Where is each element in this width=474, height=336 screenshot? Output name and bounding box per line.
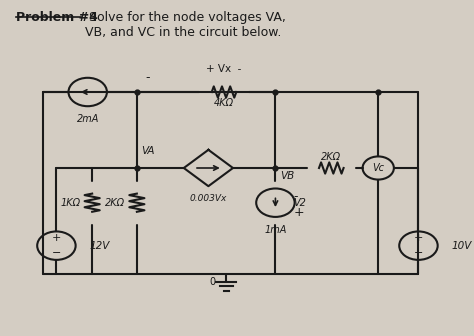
- Text: Solve for the node voltages VA,
VB, and VC in the circuit below.: Solve for the node voltages VA, VB, and …: [85, 11, 286, 39]
- Text: 10V: 10V: [451, 241, 472, 251]
- Text: 0: 0: [209, 277, 215, 287]
- Text: Problem #4: Problem #4: [16, 11, 98, 24]
- Text: +: +: [414, 234, 423, 243]
- Text: V2: V2: [293, 198, 306, 208]
- Text: 2mA: 2mA: [76, 115, 99, 124]
- Text: 2KΩ: 2KΩ: [105, 198, 126, 208]
- Text: 0.003Vx: 0.003Vx: [190, 195, 227, 203]
- Text: 1KΩ: 1KΩ: [61, 198, 81, 208]
- Text: VA: VA: [141, 146, 155, 157]
- Text: Vc: Vc: [372, 163, 384, 173]
- Text: 1mA: 1mA: [264, 225, 287, 235]
- Text: 12V: 12V: [89, 241, 109, 251]
- Text: 2KΩ: 2KΩ: [321, 153, 341, 162]
- Text: -: -: [293, 190, 298, 203]
- Text: −: −: [414, 248, 423, 258]
- Text: +: +: [293, 206, 304, 219]
- Text: +: +: [52, 234, 61, 243]
- Text: 4KΩ: 4KΩ: [214, 97, 234, 108]
- Text: + Vx  -: + Vx -: [206, 64, 242, 74]
- Text: -: -: [146, 71, 150, 84]
- Text: −: −: [52, 248, 61, 258]
- Text: VB: VB: [280, 171, 294, 181]
